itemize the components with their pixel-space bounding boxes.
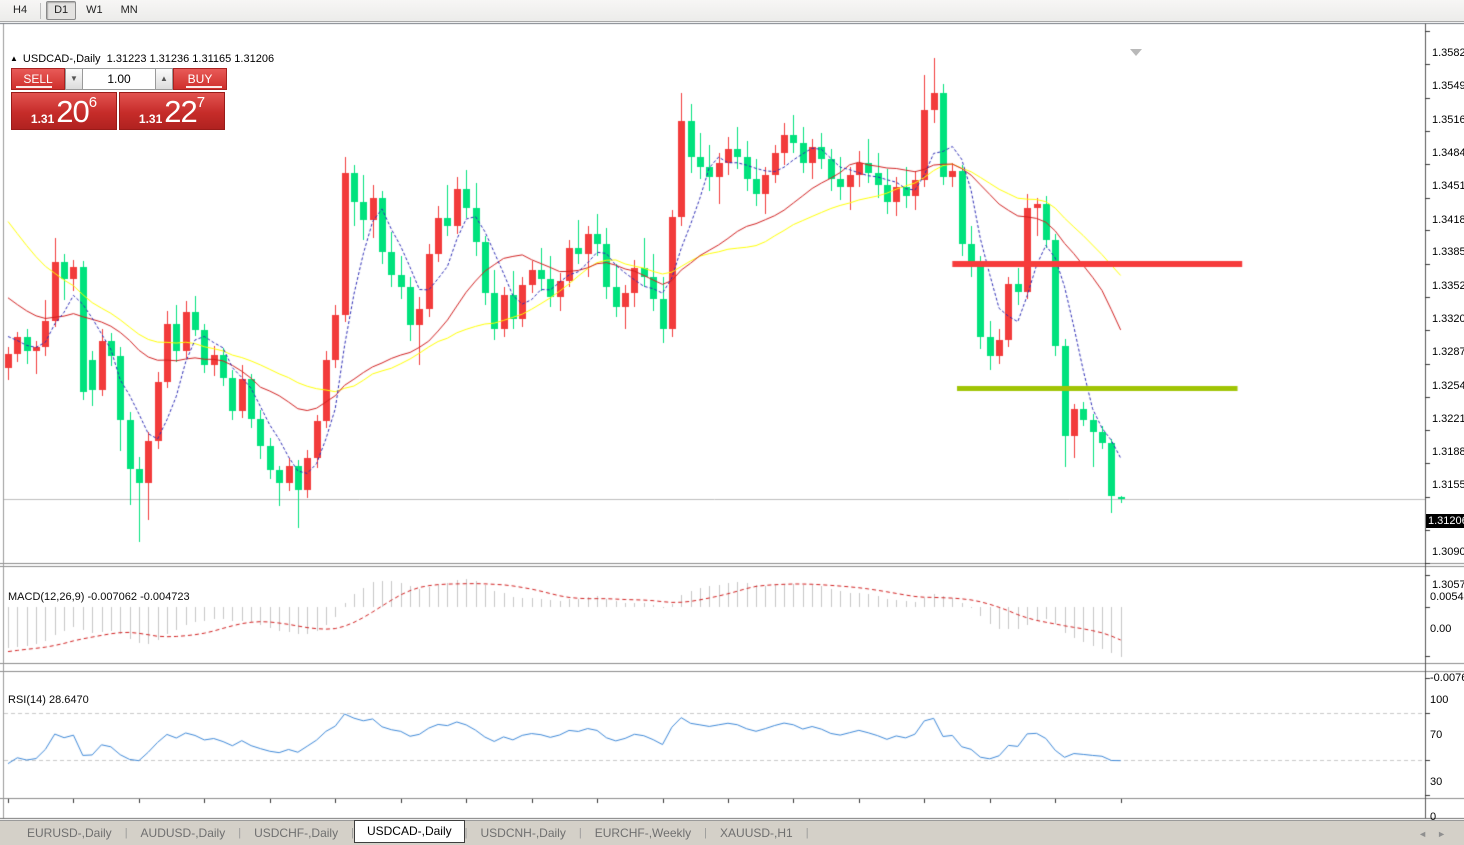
rsi-scale-30: 30	[1430, 775, 1443, 788]
price-tick-label: 1.32215	[1432, 412, 1464, 425]
tab-separator: |	[464, 827, 468, 839]
timeframe-button-h4[interactable]: H4	[13, 4, 28, 16]
chart-shift-icon[interactable]	[1130, 49, 1142, 56]
macd-scale-max: 0.005421	[1430, 591, 1464, 603]
tab-separator: |	[704, 827, 708, 839]
price-chart-canvas[interactable]	[0, 22, 1464, 845]
chart-area: ▲ USDCAD-,Daily 1.31223 1.31236 1.31165 1…	[0, 22, 1464, 845]
rsi-indicator-label: RSI(14) 28.6470	[8, 694, 89, 706]
buy-price-pip: 7	[196, 94, 206, 111]
sell-price-panel[interactable]: 1.31 20 6	[11, 92, 117, 130]
buy-price-prefix: 1.31	[138, 112, 163, 126]
rsi-scale-70: 70	[1430, 729, 1443, 742]
symbol-name: USDCAD-,Daily	[22, 53, 101, 65]
chart-tab-bar: EURUSD-,Daily | AUDUSD-,Daily | USDCHF-,Dail…	[0, 820, 1464, 845]
price-tick-label: 1.30570	[1432, 579, 1464, 592]
current-price-badge: 1.31206	[1426, 513, 1464, 528]
tab-scroll-left-icon[interactable]: ◄	[1418, 829, 1438, 839]
timeframe-button-d1[interactable]: D1	[46, 1, 77, 20]
price-tick-label: 1.33855	[1432, 246, 1464, 259]
price-tick-label: 1.34180	[1432, 213, 1464, 226]
volume-input[interactable]	[83, 68, 155, 90]
tab-separator: |	[578, 827, 582, 839]
symbol-title: ▲ USDCAD-,Daily 1.31223 1.31236 1.31165 1…	[10, 53, 274, 65]
price-tick-label: 1.32540	[1432, 379, 1464, 392]
tab-separator: |	[805, 827, 809, 839]
price-tick-label: 1.34840	[1432, 146, 1464, 159]
price-tick-label: 1.31555	[1432, 479, 1464, 492]
sell-price-big: 20	[56, 94, 89, 129]
toolbar-separator	[40, 2, 42, 19]
price-tick-label: 1.30900	[1432, 545, 1464, 558]
price-tick-label: 1.33525	[1432, 279, 1464, 292]
buy-button-label: BUY	[187, 72, 213, 86]
chart-tab-usdcad[interactable]: USDCAD-,Daily	[353, 820, 465, 843]
volume-increase-button[interactable]: ▲	[155, 68, 173, 90]
price-tick-label: 1.35495	[1432, 80, 1464, 93]
rsi-scale-0: 0	[1430, 811, 1437, 823]
buy-button[interactable]: BUY	[173, 68, 227, 90]
price-tick-label: 1.33200	[1432, 312, 1464, 325]
one-click-trading-panel: SELL ▼ ▲ BUY 1.31 20 6 1.31 22 7	[11, 68, 227, 130]
timeframe-button-mn[interactable]: MN	[120, 4, 138, 16]
tab-separator: |	[351, 827, 354, 839]
tab-separator: |	[124, 827, 128, 839]
macd-scale-min: -0.007656	[1430, 672, 1464, 684]
chart-tab-eurchf[interactable]: EURCHF-,Weekly	[594, 826, 692, 840]
price-tick-label: 1.34510	[1432, 180, 1464, 193]
sell-price-prefix: 1.31	[30, 112, 55, 126]
price-tick-label: 1.35825	[1432, 47, 1464, 59]
buy-underline	[186, 86, 222, 88]
chart-tab-usdcnh[interactable]: USDCNH-,Daily	[480, 826, 566, 840]
buy-price-panel[interactable]: 1.31 22 7	[119, 92, 225, 130]
timeframe-toolbar: H4 D1 W1 MN	[0, 0, 1464, 22]
volume-decrease-button[interactable]: ▼	[65, 68, 83, 90]
tab-scroll-right-icon[interactable]: ►	[1437, 829, 1456, 839]
sell-price-pip: 6	[88, 94, 98, 111]
price-tick-label: 1.35165	[1432, 113, 1464, 126]
chart-tab-audusd[interactable]: AUDUSD-,Daily	[140, 826, 226, 840]
price-tick-label: 1.32870	[1432, 346, 1464, 359]
chart-tab-eurusd[interactable]: EURUSD-,Daily	[27, 826, 112, 840]
collapse-panel-icon[interactable]: ▲	[10, 54, 18, 63]
sell-button[interactable]: SELL	[11, 68, 65, 90]
tab-separator: |	[238, 827, 242, 839]
macd-scale-zero: 0.00	[1430, 622, 1452, 635]
tab-scroll-arrows: ◄►	[1418, 829, 1456, 839]
macd-indicator-label: MACD(12,26,9) -0.007062 -0.004723	[8, 591, 190, 603]
chart-tab-usdchf[interactable]: USDCHF-,Daily	[254, 826, 339, 840]
sell-button-label: SELL	[23, 72, 53, 86]
timeframe-button-w1[interactable]: W1	[86, 4, 103, 16]
symbol-ohlc-values: 1.31223 1.31236 1.31165 1.31206	[106, 53, 275, 65]
sell-underline	[16, 86, 52, 88]
chart-tab-xauusd[interactable]: XAUUSD-,H1	[720, 826, 793, 840]
price-tick-label: 1.31885	[1432, 445, 1464, 458]
buy-price-big: 22	[164, 94, 197, 129]
rsi-scale-100: 100	[1430, 694, 1449, 706]
